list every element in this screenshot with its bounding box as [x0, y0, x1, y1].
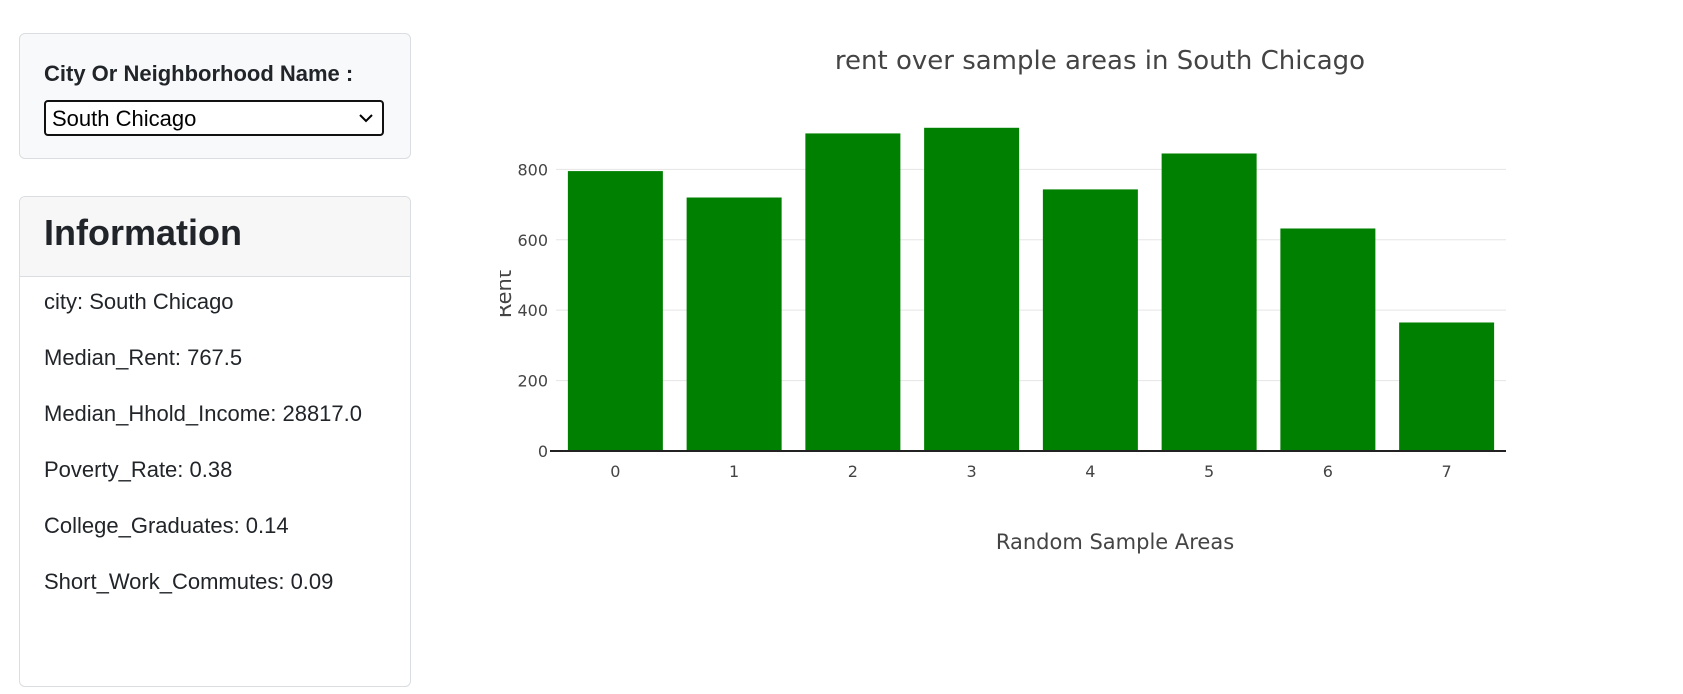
- chart-x-tick-label: 0: [610, 462, 620, 481]
- chart-x-tick-label: 7: [1442, 462, 1452, 481]
- chart-x-tick-label: 1: [729, 462, 739, 481]
- chart-bars: [567, 127, 1495, 452]
- info-college-graduates: College_Graduates: 0.14: [44, 513, 289, 538]
- information-card: Information city: South Chicago Median_R…: [19, 196, 411, 687]
- chart-x-tick-label: 6: [1323, 462, 1333, 481]
- info-median-household-income: Median_Hhold_Income: 28817.0: [44, 401, 363, 426]
- chart-bar[interactable]: [1280, 228, 1376, 451]
- chart-bar[interactable]: [805, 133, 901, 451]
- city-select-dropdown[interactable]: South Chicago: [44, 100, 384, 136]
- information-card-header: Information: [20, 197, 410, 277]
- chart-bar[interactable]: [1161, 153, 1257, 452]
- city-selector-card: City Or Neighborhood Name : South Chicag…: [19, 33, 411, 159]
- chart-x-tick-label: 4: [1085, 462, 1095, 481]
- info-median-rent: Median_Rent: 767.5: [44, 345, 243, 370]
- chart-bar[interactable]: [924, 127, 1020, 451]
- chart-x-tick-label: 2: [848, 462, 858, 481]
- information-title: Information: [44, 212, 242, 253]
- city-selector-label: City Or Neighborhood Name :: [44, 61, 354, 86]
- rent-bar-chart: rent over sample areas in South Chicago …: [492, 20, 1680, 580]
- chart-bar[interactable]: [686, 197, 782, 452]
- chart-x-tick-label: 3: [967, 462, 977, 481]
- info-poverty-rate: Poverty_Rate: 0.38: [44, 457, 233, 482]
- info-short-work-commutes: Short_Work_Commutes: 0.09: [44, 569, 334, 594]
- chart-bar[interactable]: [1399, 322, 1495, 451]
- chart-x-tick-label: 5: [1204, 462, 1214, 481]
- chart-bar[interactable]: [567, 171, 663, 451]
- chart-y-tick-label: 400: [517, 301, 548, 320]
- chart-y-tick-label: 200: [517, 372, 548, 391]
- chart-y-ticks: 0 200 400 600 800: [517, 160, 548, 461]
- rent-bar-chart-svg: rent over sample areas in South Chicago …: [492, 46, 1506, 554]
- chart-y-tick-label: 800: [517, 160, 548, 179]
- chart-y-axis-label: Rent: [500, 270, 516, 318]
- chart-bar[interactable]: [1042, 189, 1138, 451]
- chart-title: rent over sample areas in South Chicago: [835, 46, 1365, 76]
- chart-x-axis-label: Random Sample Areas: [996, 530, 1234, 554]
- chart-x-ticks: 0 1 2 3 4 5 6 7: [610, 462, 1451, 481]
- chart-y-tick-label: 600: [517, 231, 548, 250]
- chevron-down-icon: [359, 114, 373, 123]
- city-select-value: South Chicago: [52, 106, 197, 131]
- chart-y-tick-label: 0: [538, 442, 548, 461]
- info-city: city: South Chicago: [44, 289, 234, 314]
